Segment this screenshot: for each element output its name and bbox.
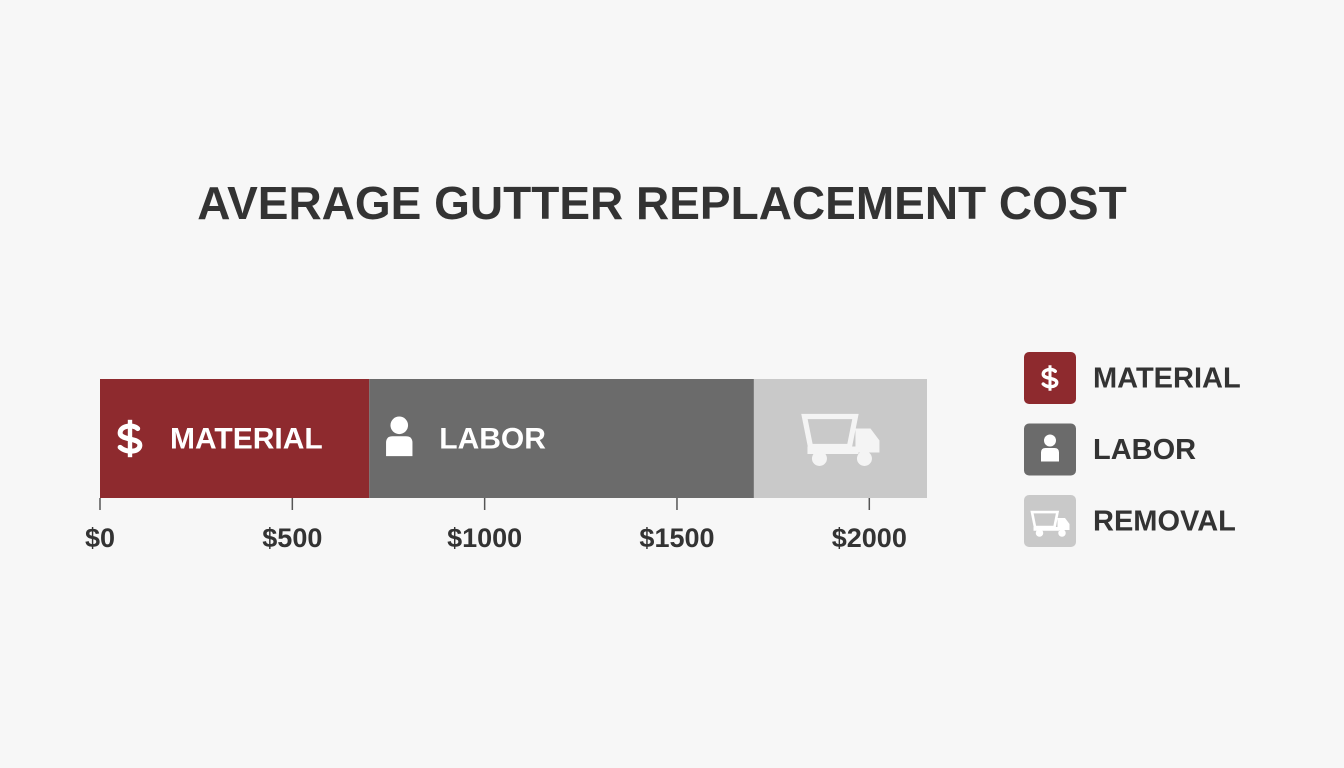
bar-segment [369, 379, 754, 498]
segment-label: MATERIAL [170, 422, 323, 455]
person-head [1044, 434, 1056, 447]
icon [1041, 434, 1059, 462]
truck-wheel [1035, 529, 1044, 537]
bar-segment [100, 379, 370, 498]
segment-label: LABOR [439, 422, 546, 455]
bar-segment [753, 379, 927, 498]
truck-wheel [811, 451, 827, 466]
legend-label: REMOVAL [1093, 506, 1236, 538]
x-tick-label: $2000 [832, 523, 907, 553]
person-head [390, 416, 409, 435]
person-body [1041, 448, 1059, 462]
person-body [386, 436, 413, 457]
icon [386, 416, 413, 457]
icon [801, 413, 880, 466]
truck-wheel [1058, 529, 1066, 537]
legend-label: MATERIAL [1093, 363, 1241, 395]
icon [1030, 510, 1070, 537]
x-tick-label: $0 [85, 523, 115, 553]
truck-chassis [1033, 527, 1059, 531]
x-tick-label: $1000 [447, 523, 522, 553]
x-tick-label: $1500 [639, 523, 714, 553]
icon [117, 419, 143, 458]
truck-chassis [807, 446, 859, 454]
legend-label: LABOR [1093, 434, 1196, 466]
legend-swatch [1024, 495, 1076, 547]
truck-cab [1057, 518, 1070, 530]
truck-wheel [856, 451, 872, 466]
icon [1041, 365, 1059, 391]
x-tick-label: $500 [262, 523, 322, 553]
chart-title: AVERAGE GUTTER REPLACEMENT COST [197, 177, 1126, 229]
truck-cab [855, 428, 880, 453]
